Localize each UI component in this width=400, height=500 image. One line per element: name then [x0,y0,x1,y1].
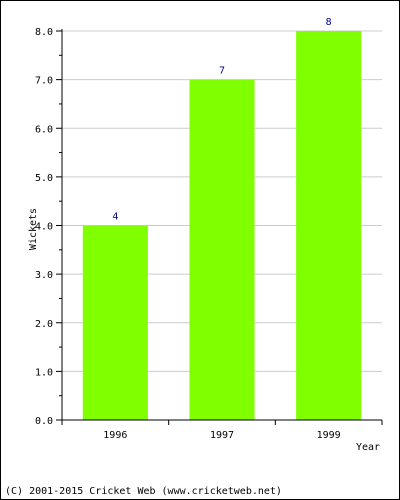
y-tick-label: 2.0 [35,319,53,330]
data-label: 7 [219,66,225,77]
axes [56,29,383,425]
y-axis-title: Wickets [28,208,39,250]
y-tick-label: 5.0 [35,173,53,184]
copyright-footer: (C) 2001-2015 Cricket Web (www.cricketwe… [5,486,282,497]
y-tick-label: 7.0 [35,76,53,87]
y-tick-label: 6.0 [35,124,53,135]
bars [82,31,362,420]
y-tick-label: 0.0 [35,416,53,427]
x-tick-label: 1996 [103,430,127,441]
x-tick-label: 1997 [210,430,234,441]
data-label: 4 [112,212,118,223]
bar [296,31,362,420]
y-tick-label: 8.0 [35,27,53,38]
y-tick-label: 4.0 [35,222,53,233]
x-axis-title: Year [356,442,380,453]
y-tick-label: 3.0 [35,270,53,281]
y-tick-label: 1.0 [35,367,53,378]
bar [82,225,148,420]
x-tick-label: 1999 [317,430,341,441]
bar [189,79,255,420]
data-label: 8 [326,17,332,28]
labels: 0.0 1.0 2.0 3.0 4.0 5.0 6.0 7.0 8.0 4 1996 7 1997 8 19… [35,17,341,441]
